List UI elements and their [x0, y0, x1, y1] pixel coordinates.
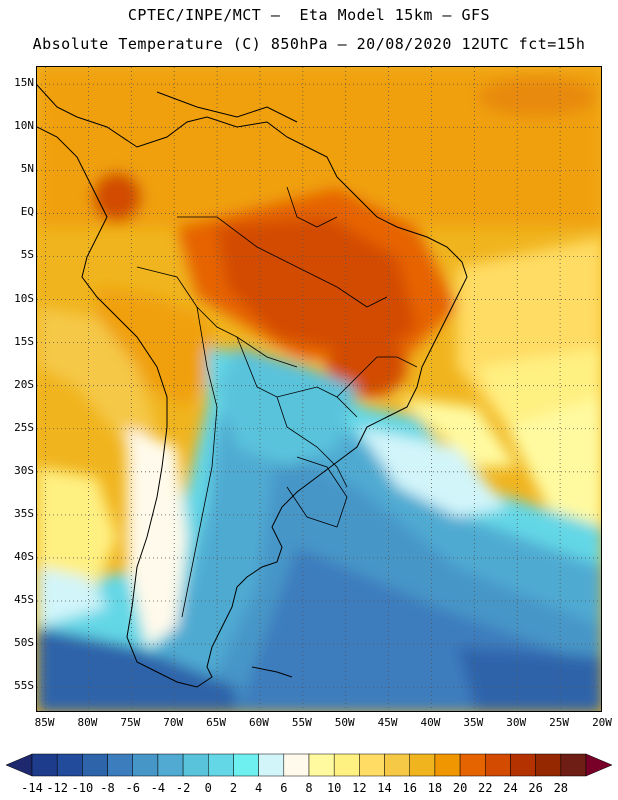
coastline: [37, 84, 468, 688]
colorbar-swatch: [535, 753, 562, 777]
colorbar-swatch: [82, 753, 108, 777]
colorbar-swatch: [157, 753, 184, 777]
latitude-label: 25S: [14, 420, 34, 434]
latitude-label: 5N: [20, 162, 34, 176]
latitude-label: 35S: [14, 506, 34, 520]
temperature-map: [36, 66, 602, 712]
colorbar-tick-label: -4: [150, 781, 166, 795]
colorbar-tick-label: 22: [478, 781, 493, 795]
title-line-2: Absolute Temperature (C) 850hPa – 20/08/…: [32, 35, 586, 53]
latitude-label: 10N: [14, 119, 34, 133]
temperature-field: [37, 67, 601, 711]
colorbar-swatch: [510, 753, 536, 777]
colorbar-underflow-arrow: [6, 753, 33, 777]
latitude-label: 55S: [14, 679, 34, 693]
colorbar-tick-label: 26: [528, 781, 543, 795]
colorbar-swatch: [107, 753, 133, 777]
latitude-label: EQ: [20, 205, 34, 219]
longitude-label: 85W: [34, 716, 55, 729]
colorbar-tick-label: -14: [21, 781, 43, 795]
longitude-label: 50W: [334, 716, 355, 729]
map-canvas: [37, 67, 601, 711]
colorbar-tick-label: 10: [326, 781, 342, 795]
longitude-label: 75W: [120, 716, 141, 729]
longitude-label: 20W: [592, 716, 612, 729]
longitude-label: 55W: [291, 716, 312, 729]
colorbar-tick-label: 0: [204, 781, 212, 795]
colorbar-swatch: [283, 753, 310, 777]
longitude-label: 35W: [463, 716, 484, 729]
latitude-label: 30S: [14, 463, 34, 477]
latitude-label: 50S: [14, 636, 34, 650]
longitude-label: 80W: [77, 716, 98, 729]
colorbar-swatch: [182, 753, 209, 777]
colorbar-tick-label: 14: [377, 781, 392, 795]
colorbar-tick-label: 18: [427, 781, 443, 795]
colorbar-tick-label: -12: [46, 781, 69, 795]
longitude-label: 45W: [377, 716, 398, 729]
colorbar-tick-label: -8: [100, 781, 115, 795]
colorbar-swatch: [208, 753, 234, 777]
colorbar-tick-label: -10: [71, 781, 94, 795]
colorbar-tick-label: 20: [452, 781, 468, 795]
latitude-label: 15N: [14, 76, 34, 90]
longitude-label: 25W: [549, 716, 570, 729]
longitude-label: 40W: [420, 716, 441, 729]
colorbar-tick-label: 12: [352, 781, 367, 795]
colorbar-tick-label: 6: [280, 781, 288, 795]
colorbar: [6, 753, 612, 777]
title-line-1: CPTEC/INPE/MCT – Eta Model 15km – GFS: [127, 6, 491, 24]
colorbar-swatch: [560, 753, 587, 777]
colorbar-swatch: [132, 753, 159, 777]
colorbar-tick-label: 28: [553, 781, 569, 795]
longitude-label: 60W: [249, 716, 269, 729]
colorbar-overflow-arrow: [585, 753, 612, 777]
colorbar-swatch: [258, 753, 285, 777]
country-borders: [136, 186, 418, 618]
latitude-label: 15S: [14, 334, 34, 348]
colorbar-swatch: [31, 753, 58, 777]
colorbar-tick-label: 8: [305, 781, 313, 795]
colorbar-tick-label: -6: [125, 781, 140, 795]
colorbar-tick-label: 2: [229, 781, 238, 795]
colorbar-swatch: [485, 753, 511, 777]
colorbar-swatch: [56, 753, 83, 777]
colorbar-tick-label: 16: [402, 781, 417, 795]
latitude-label: 20S: [14, 377, 34, 391]
colorbar-swatch: [384, 753, 410, 777]
colorbar-swatch: [233, 753, 259, 777]
colorbar-swatch: [359, 753, 385, 777]
colorbar-swatch: [308, 753, 335, 777]
colorbar-swatch: [434, 753, 461, 777]
colorbar-swatch: [409, 753, 436, 777]
latitude-label: 5S: [20, 248, 34, 262]
colorbar-tick-label: -2: [175, 781, 191, 795]
longitude-label: 70W: [163, 716, 184, 729]
latitude-label: 10S: [14, 291, 34, 305]
latitude-label: 40S: [14, 549, 34, 563]
latitude-label: 45S: [14, 593, 34, 607]
longitude-label: 30W: [506, 716, 527, 729]
colorbar-tick-label: 24: [503, 781, 518, 795]
colorbar-tick-label: 4: [255, 781, 263, 795]
colorbar-swatch: [459, 753, 486, 777]
longitude-label: 65W: [206, 716, 227, 729]
colorbar-swatch: [333, 753, 360, 777]
